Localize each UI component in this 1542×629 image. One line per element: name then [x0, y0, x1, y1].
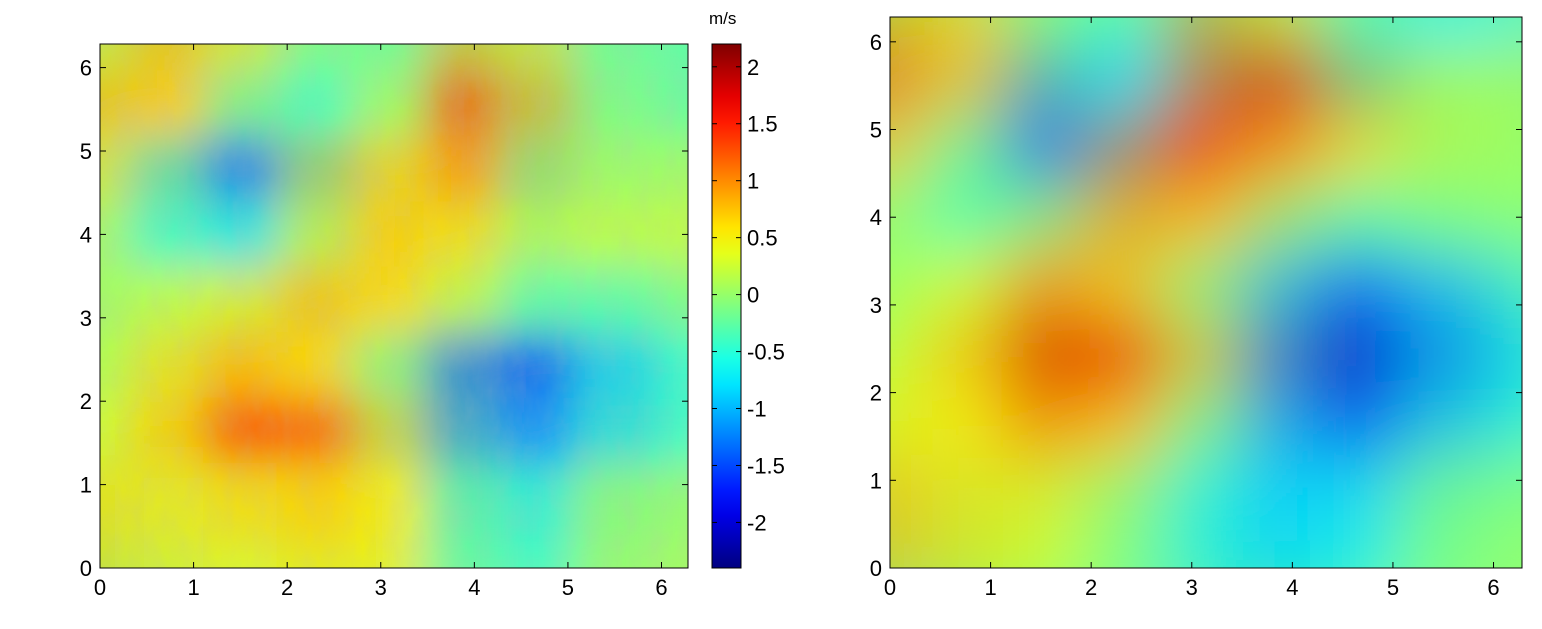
heatmap-cell	[1395, 457, 1522, 568]
colorbar-tick-label: 2	[747, 55, 759, 80]
x-tick-label: 0	[94, 575, 106, 600]
x-tick-label: 3	[1186, 575, 1198, 600]
y-tick-label: 3	[870, 293, 882, 318]
colorbar-frame	[711, 43, 742, 569]
y-tick-label: 2	[870, 381, 882, 406]
y-tick-label: 1	[80, 473, 92, 498]
y-tick-label: 3	[80, 306, 92, 331]
x-tick-label: 6	[655, 575, 667, 600]
left-heatmap: 0 1 2 3 4 5 6 0 1 2 3 4 5 6	[80, 43, 689, 600]
x-tick-label: 4	[468, 575, 480, 600]
x-tick-label: 3	[375, 575, 387, 600]
colorbar-tick-label: 0.5	[747, 226, 778, 251]
colorbar-ticks: 2 1.5 1 0.5 0 -0.5 -1 -1.5 -2	[712, 55, 785, 535]
left-heatmap-texture	[100, 44, 688, 568]
colorbar-tick-label: -2	[747, 510, 767, 535]
y-tick-label: 0	[80, 556, 92, 581]
colorbar-tick-label: 1	[747, 169, 759, 194]
x-tick-label: 6	[1487, 575, 1499, 600]
colorbar-gradient	[712, 44, 741, 568]
right-axes-ticks: 0 1 2 3 4 5 6 0 1 2 3 4 5 6	[870, 17, 1522, 600]
x-tick-label: 1	[984, 575, 996, 600]
colorbar-tick-label: -0.5	[747, 340, 785, 365]
colorbar: m/s 2 1.5 1 0.5 0 -0.5 -1 -1.5 -2	[709, 9, 785, 569]
x-tick-label: 0	[884, 575, 896, 600]
x-tick-label: 2	[281, 575, 293, 600]
colorbar-unit-label: m/s	[709, 9, 736, 28]
y-tick-label: 4	[870, 205, 882, 230]
x-tick-label: 1	[187, 575, 199, 600]
y-tick-label: 6	[870, 30, 882, 55]
colorbar-tick-label: 1.5	[747, 112, 778, 137]
x-tick-label: 5	[1387, 575, 1399, 600]
colorbar-tick-label: -1.5	[747, 453, 785, 478]
colorbar-tick-label: -1	[747, 397, 767, 422]
colorbar-tick-label: 0	[747, 283, 759, 308]
x-tick-label: 4	[1286, 575, 1298, 600]
y-tick-label: 4	[80, 222, 92, 247]
y-tick-label: 0	[870, 556, 882, 581]
y-tick-label: 2	[80, 389, 92, 414]
right-heatmap-field	[890, 17, 1522, 568]
x-tick-label: 2	[1085, 575, 1097, 600]
y-tick-label: 5	[80, 139, 92, 164]
y-tick-label: 1	[870, 468, 882, 493]
left-axes-frame	[99, 43, 689, 569]
left-axes-ticks: 0 1 2 3 4 5 6 0 1 2 3 4 5 6	[80, 44, 688, 600]
right-axes-frame	[889, 16, 1523, 569]
y-tick-label: 6	[80, 56, 92, 81]
x-tick-label: 5	[562, 575, 574, 600]
right-heatmap: 0 1 2 3 4 5 6 0 1 2 3 4 5 6	[870, 16, 1523, 600]
y-tick-label: 5	[870, 118, 882, 143]
